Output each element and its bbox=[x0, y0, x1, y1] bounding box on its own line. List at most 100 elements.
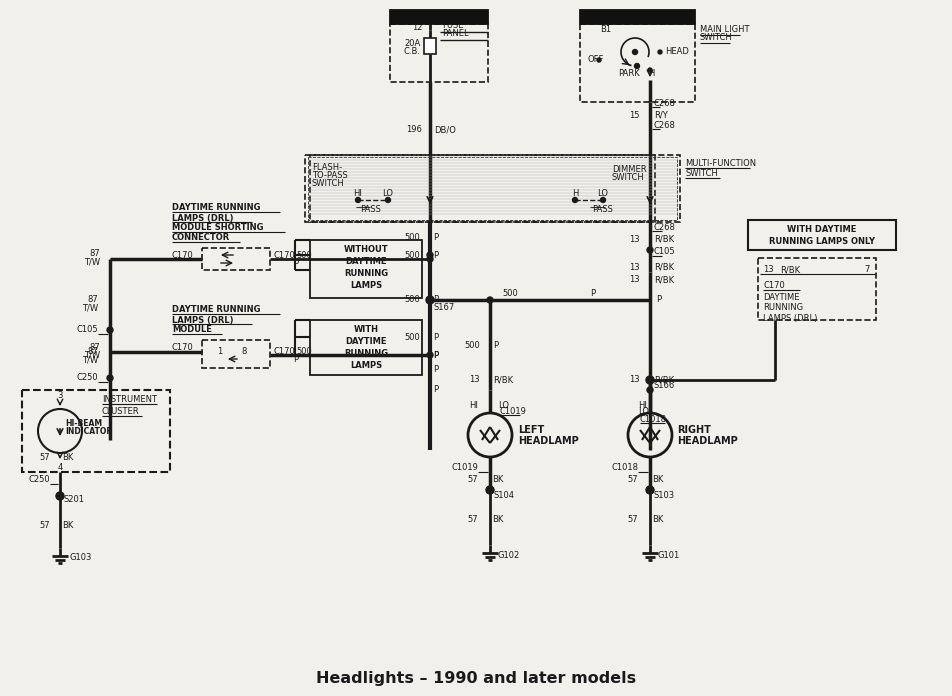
Text: S103: S103 bbox=[654, 491, 675, 500]
Text: WITH DAYTIME: WITH DAYTIME bbox=[787, 226, 857, 235]
Text: R/BK: R/BK bbox=[780, 265, 800, 274]
Text: 13: 13 bbox=[629, 276, 640, 285]
Text: P: P bbox=[433, 251, 438, 260]
Bar bbox=[580, 24, 695, 102]
Text: LAMPS: LAMPS bbox=[350, 361, 382, 370]
Text: P: P bbox=[433, 386, 438, 395]
Text: C268: C268 bbox=[654, 120, 676, 129]
Text: P: P bbox=[293, 356, 298, 365]
Text: BK: BK bbox=[492, 516, 504, 525]
Text: R/BK: R/BK bbox=[654, 376, 674, 384]
Circle shape bbox=[107, 327, 113, 333]
Text: P: P bbox=[293, 258, 298, 267]
Circle shape bbox=[597, 58, 601, 62]
Text: HI-BEAM: HI-BEAM bbox=[65, 418, 102, 427]
Text: OFF: OFF bbox=[588, 56, 605, 65]
Text: SWITCH: SWITCH bbox=[685, 168, 718, 177]
Bar bbox=[390, 24, 488, 82]
Circle shape bbox=[487, 297, 493, 303]
Text: P: P bbox=[433, 296, 438, 305]
Circle shape bbox=[647, 387, 653, 393]
Text: 13: 13 bbox=[629, 262, 640, 271]
Text: 87: 87 bbox=[88, 296, 98, 305]
Text: HEAD: HEAD bbox=[665, 47, 689, 56]
Circle shape bbox=[634, 63, 640, 68]
Text: G103: G103 bbox=[70, 553, 92, 562]
Text: C105: C105 bbox=[76, 326, 98, 335]
Text: 12: 12 bbox=[412, 22, 423, 31]
Text: LO: LO bbox=[598, 189, 608, 198]
Circle shape bbox=[632, 49, 638, 54]
Circle shape bbox=[427, 256, 433, 262]
Text: C170: C170 bbox=[171, 251, 193, 260]
Circle shape bbox=[355, 198, 361, 203]
Text: 15: 15 bbox=[629, 111, 640, 120]
Text: PARK: PARK bbox=[618, 68, 640, 77]
Text: RUNNING: RUNNING bbox=[344, 349, 388, 358]
Text: 20A: 20A bbox=[405, 40, 421, 49]
Text: SWITCH: SWITCH bbox=[700, 33, 733, 42]
Text: P: P bbox=[433, 365, 438, 374]
Text: S201: S201 bbox=[64, 496, 85, 505]
Text: 57: 57 bbox=[467, 516, 478, 525]
Text: LAMPS (DRL): LAMPS (DRL) bbox=[172, 214, 233, 223]
Text: BK: BK bbox=[62, 454, 73, 463]
Text: RIGHT: RIGHT bbox=[677, 425, 711, 435]
Text: INSTRUMENT: INSTRUMENT bbox=[102, 395, 157, 404]
Text: R/BK: R/BK bbox=[493, 376, 513, 384]
Text: MULTI-FUNCTION: MULTI-FUNCTION bbox=[685, 159, 756, 168]
Text: DAYTIME: DAYTIME bbox=[346, 338, 387, 347]
Text: C1019: C1019 bbox=[500, 407, 526, 416]
Text: P: P bbox=[656, 296, 661, 305]
Text: 57: 57 bbox=[467, 475, 478, 484]
Text: P: P bbox=[433, 333, 438, 342]
Text: 13: 13 bbox=[629, 235, 640, 244]
Text: 1: 1 bbox=[217, 347, 223, 356]
Bar bbox=[310, 155, 655, 222]
Text: HEADLAMP: HEADLAMP bbox=[518, 436, 579, 446]
Text: LO: LO bbox=[638, 407, 649, 416]
Text: BK: BK bbox=[492, 475, 504, 484]
Circle shape bbox=[426, 296, 434, 304]
Text: MODULE: MODULE bbox=[172, 326, 212, 335]
Text: 57: 57 bbox=[39, 521, 50, 530]
Text: Headlights – 1990 and later models: Headlights – 1990 and later models bbox=[316, 670, 636, 686]
Bar bbox=[310, 320, 422, 375]
Bar bbox=[390, 10, 488, 24]
Text: 57: 57 bbox=[627, 475, 638, 484]
Circle shape bbox=[386, 198, 390, 203]
Bar bbox=[310, 240, 422, 298]
Text: C170: C170 bbox=[274, 347, 296, 356]
Text: 500: 500 bbox=[465, 340, 480, 349]
Text: MAIN LIGHT: MAIN LIGHT bbox=[700, 26, 749, 35]
Text: H: H bbox=[572, 189, 578, 198]
Text: R/BK: R/BK bbox=[654, 235, 674, 244]
Text: BK: BK bbox=[652, 516, 664, 525]
Text: DAYTIME: DAYTIME bbox=[763, 294, 800, 303]
Text: C170: C170 bbox=[171, 344, 193, 352]
Text: 13: 13 bbox=[763, 265, 774, 274]
Text: MODULE SHORTING: MODULE SHORTING bbox=[172, 223, 264, 232]
Text: 500: 500 bbox=[296, 251, 311, 260]
Text: R/Y: R/Y bbox=[654, 111, 667, 120]
Text: 13: 13 bbox=[629, 376, 640, 384]
Circle shape bbox=[427, 352, 433, 358]
Text: 87: 87 bbox=[89, 342, 100, 351]
Circle shape bbox=[646, 376, 654, 384]
Text: SWITCH: SWITCH bbox=[612, 173, 645, 182]
Text: 87: 87 bbox=[89, 249, 100, 258]
Text: C250: C250 bbox=[29, 475, 50, 484]
Text: C170: C170 bbox=[274, 251, 296, 260]
Text: 500: 500 bbox=[405, 296, 420, 305]
Text: HOT AT ALL TIMES: HOT AT ALL TIMES bbox=[598, 13, 677, 22]
Text: S166: S166 bbox=[654, 381, 675, 390]
Text: LEFT: LEFT bbox=[518, 425, 545, 435]
Bar bbox=[202, 340, 270, 368]
Text: P: P bbox=[433, 351, 438, 360]
Text: RUNNING LAMPS ONLY: RUNNING LAMPS ONLY bbox=[769, 237, 875, 246]
Text: C.B.: C.B. bbox=[404, 47, 421, 56]
Text: 500: 500 bbox=[405, 333, 420, 342]
Text: G102: G102 bbox=[498, 551, 520, 560]
Text: 500: 500 bbox=[405, 232, 420, 242]
Text: 500: 500 bbox=[502, 289, 518, 297]
